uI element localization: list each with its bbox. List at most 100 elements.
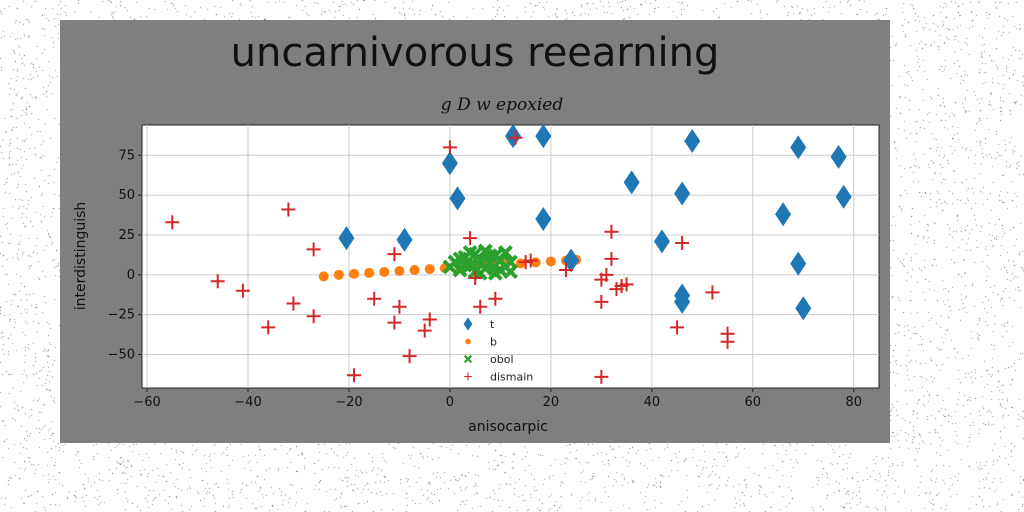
data-point-t: [775, 202, 792, 227]
data-point-obol: [457, 257, 473, 273]
data-point-t: [795, 296, 812, 321]
data-point-dismain: [392, 299, 407, 314]
data-series: [165, 124, 852, 384]
data-point-b: [424, 264, 435, 275]
data-point-dismain: [463, 231, 478, 246]
data-point-b: [364, 267, 375, 278]
data-point-obol: [498, 245, 513, 260]
data-point-dismain: [473, 299, 488, 314]
data-point-dismain: [523, 253, 538, 268]
x-tick-label: −60: [133, 395, 160, 410]
legend-label-obol: obol: [490, 353, 514, 366]
legend-label-b: b: [490, 336, 497, 349]
data-point-dismain: [619, 277, 634, 292]
data-point-dismain: [599, 267, 614, 282]
x-tick-label: −20: [335, 395, 362, 410]
data-point-dismain: [442, 140, 457, 155]
data-point-b: [349, 268, 360, 279]
data-point-dismain: [347, 368, 362, 383]
data-point-b: [333, 269, 344, 280]
chart-subtitle: g D w epoxied: [441, 95, 564, 115]
data-point-t: [535, 124, 552, 149]
data-point-t: [835, 184, 852, 209]
data-point-b: [318, 271, 329, 282]
data-point-t: [396, 227, 413, 252]
data-point-t: [563, 248, 580, 273]
data-point-dismain: [422, 312, 437, 327]
data-point-dismain: [468, 271, 483, 286]
y-tick-label: −25: [108, 308, 135, 323]
data-point-dismain: [387, 315, 402, 330]
y-tick-label: 0: [127, 268, 135, 283]
data-point-dismain: [508, 130, 523, 145]
data-point-t: [338, 226, 355, 251]
y-tick-label: 25: [118, 228, 135, 243]
data-point-obol: [482, 248, 498, 264]
chart-figure: uncarnivorous reearning g D w epoxied −6…: [60, 20, 890, 443]
x-tick-label: 80: [845, 395, 862, 410]
grid: [142, 125, 879, 388]
chart-title: uncarnivorous reearning: [231, 30, 720, 76]
legend-label-t: t: [490, 318, 495, 331]
data-point-dismain: [604, 251, 619, 266]
data-point-b: [394, 266, 405, 277]
data-point-t: [441, 151, 458, 176]
data-point-b: [545, 256, 556, 267]
data-point-t: [535, 207, 552, 232]
legend-marker-b: [465, 338, 471, 345]
data-point-obol: [492, 262, 508, 278]
data-point-dismain: [594, 294, 609, 309]
x-tick-label: −40: [234, 395, 261, 410]
data-point-t: [623, 170, 640, 195]
legend: tb obol dismain: [463, 317, 533, 384]
data-point-dismain: [261, 320, 276, 335]
data-point-dismain: [367, 291, 382, 306]
data-point-dismain: [604, 224, 619, 239]
data-point-b: [515, 258, 526, 269]
legend-marker-obol: [463, 354, 473, 364]
data-point-dismain: [235, 283, 250, 298]
data-point-dismain: [670, 320, 685, 335]
data-point-dismain: [720, 334, 735, 349]
data-point-dismain: [559, 263, 574, 278]
data-point-dismain: [165, 215, 180, 230]
axis-ticks: −60 −40 −20 0 20 40 60 80 −50 −25 0 25 50 75: [108, 148, 862, 410]
series-obol: [442, 243, 518, 281]
scatter-chart: uncarnivorous reearning g D w epoxied −6…: [73, 30, 880, 435]
x-axis-label: anisocarpic: [468, 419, 548, 435]
data-point-t: [684, 128, 701, 153]
data-point-t: [653, 229, 670, 254]
series-t: [338, 124, 852, 321]
data-point-b: [409, 265, 420, 276]
data-point-t: [505, 124, 522, 149]
series-dismain: [165, 130, 735, 384]
data-point-t: [830, 144, 847, 169]
data-point-dismain: [306, 309, 321, 324]
legend-marker-t: [463, 317, 473, 331]
data-point-dismain: [402, 349, 417, 364]
legend-marker-dismain: [464, 372, 472, 381]
data-point-t: [790, 251, 807, 276]
data-point-t: [790, 135, 807, 160]
data-point-obol: [462, 245, 478, 260]
data-point-dismain: [675, 235, 690, 250]
data-point-dismain: [488, 291, 503, 306]
data-point-dismain: [705, 285, 720, 300]
y-tick-label: 50: [118, 188, 135, 203]
data-point-dismain: [210, 274, 225, 289]
x-tick-label: 20: [543, 395, 560, 410]
y-axis-label: interdistinguish: [73, 202, 89, 311]
x-tick-label: 0: [446, 395, 454, 410]
y-tick-label: 75: [118, 148, 135, 163]
data-point-dismain: [281, 202, 296, 217]
data-point-dismain: [417, 323, 432, 338]
data-point-dismain: [306, 242, 321, 257]
data-point-b: [379, 266, 390, 277]
data-point-t: [674, 289, 691, 314]
data-point-t: [674, 181, 691, 206]
data-point-dismain: [387, 247, 402, 262]
data-point-dismain: [286, 296, 301, 311]
data-point-dismain: [594, 369, 609, 384]
y-tick-label: −50: [108, 348, 135, 363]
x-tick-label: 40: [644, 395, 661, 410]
